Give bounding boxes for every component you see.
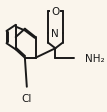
Text: O: O [51,7,59,17]
Text: NH₂: NH₂ [85,53,105,63]
Text: N: N [51,29,59,39]
Text: Cl: Cl [22,94,32,104]
